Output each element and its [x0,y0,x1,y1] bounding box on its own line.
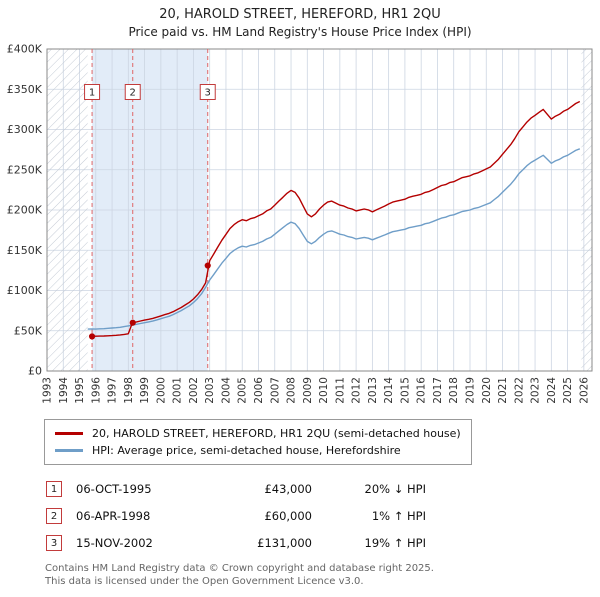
transaction-number: 2 [46,508,62,524]
svg-text:2: 2 [130,88,136,99]
transaction-price: £43,000 [264,482,312,496]
legend-item: HPI: Average price, semi-detached house,… [55,442,461,459]
transaction-row: 3 15-NOV-2002 £131,000 19% ↑ HPI [46,535,600,551]
svg-text:1997: 1997 [107,377,119,404]
chart-legend: 20, HAROLD STREET, HEREFORD, HR1 2QU (se… [44,419,472,465]
svg-text:2016: 2016 [416,377,428,404]
svg-text:2019: 2019 [464,377,476,404]
svg-text:2014: 2014 [383,377,395,404]
svg-text:2024: 2024 [546,377,558,404]
svg-text:2026: 2026 [578,377,590,404]
svg-text:2006: 2006 [253,377,265,404]
svg-text:2002: 2002 [188,377,200,404]
legend-line-swatch [55,432,83,435]
price-history-chart: 1 2 3£0£50K£100K£150K£200K£250K£300K£350K£… [7,43,593,404]
svg-text:2022: 2022 [513,377,525,404]
grid-lines [46,48,592,372]
svg-text:1: 1 [89,88,95,99]
svg-text:2003: 2003 [204,377,216,404]
transaction-row: 1 06-OCT-1995 £43,000 20% ↓ HPI [46,481,600,497]
transaction-number: 3 [46,535,62,551]
svg-text:2023: 2023 [530,377,542,404]
sale-number-boxes: 1 2 3 [84,84,216,100]
chart-page: 20, HAROLD STREET, HEREFORD, HR1 2QU Pri… [0,7,600,588]
svg-text:2012: 2012 [351,377,363,404]
svg-text:£350K: £350K [7,83,43,96]
transaction-price: £60,000 [264,509,312,523]
svg-text:2005: 2005 [237,377,249,404]
svg-text:£400K: £400K [7,43,43,56]
svg-text:2004: 2004 [220,377,232,404]
transaction-number: 1 [46,481,62,497]
transaction-vs-hpi: 19% ↑ HPI [364,536,426,550]
legend-label: 20, HAROLD STREET, HEREFORD, HR1 2QU (se… [92,427,461,440]
sale-date-lines [91,49,209,371]
transaction-vs-hpi: 1% ↑ HPI [371,509,426,523]
svg-text:1996: 1996 [90,377,102,404]
page-subtitle: Price paid vs. HM Land Registry's House … [128,25,472,39]
plot-border [46,48,593,372]
svg-text:2025: 2025 [562,377,574,404]
svg-text:2020: 2020 [481,377,493,404]
svg-text:2013: 2013 [367,377,379,404]
y-axis-labels: £0 £50K £100K £150K £200K £250K £300K £350K £400… [7,43,43,378]
svg-text:2008: 2008 [286,377,298,404]
sale-point [204,262,211,269]
sale-markers [88,262,211,340]
transaction-date: 06-OCT-1995 [76,482,152,496]
svg-text:£300K: £300K [7,123,43,136]
svg-text:2010: 2010 [318,377,330,404]
sale-point [129,319,136,326]
x-axis-labels: 1993 1994 1995 1996 1997 1998 1999 2000 2001 2002… [42,377,591,404]
svg-text:£250K: £250K [7,163,43,176]
hpi-line [87,148,581,330]
transactions-table: 1 06-OCT-1995 £43,000 20% ↓ HPI 2 06-APR-1998… [0,481,600,551]
svg-text:2017: 2017 [432,377,444,404]
sale-point [88,333,96,340]
transaction-row: 2 06-APR-1998 £60,000 1% ↑ HPI [46,508,600,524]
svg-text:1999: 1999 [139,377,151,404]
page-title: 20, HAROLD STREET, HEREFORD, HR1 2QU [159,7,441,22]
svg-text:£50K: £50K [14,324,43,337]
transaction-date: 15-NOV-2002 [76,536,153,550]
svg-text:1995: 1995 [74,377,86,404]
svg-text:£0: £0 [28,365,42,378]
license-footer: Contains HM Land Registry data © Crown c… [45,562,600,588]
svg-text:£100K: £100K [7,284,43,297]
footer-line2: This data is licensed under the Open Gov… [45,576,364,587]
price-paid-line [91,100,581,338]
svg-text:1994: 1994 [58,377,70,404]
transaction-date: 06-APR-1998 [76,509,151,523]
no-data-hatch [47,49,88,371]
svg-text:1993: 1993 [42,377,54,404]
legend-label: HPI: Average price, semi-detached house,… [92,444,401,457]
footer-line1: Contains HM Land Registry data © Crown c… [45,563,434,574]
svg-text:2021: 2021 [497,377,509,404]
svg-text:£200K: £200K [7,204,43,217]
legend-item: 20, HAROLD STREET, HEREFORD, HR1 2QU (se… [55,425,461,442]
svg-text:2000: 2000 [155,377,167,404]
no-data-hatch [581,49,592,371]
svg-text:3: 3 [205,88,211,99]
transaction-price: £131,000 [257,536,312,550]
svg-text:2015: 2015 [399,377,411,404]
svg-text:£150K: £150K [7,244,43,257]
svg-text:2001: 2001 [172,377,184,404]
svg-text:2009: 2009 [302,377,314,404]
transaction-vs-hpi: 20% ↓ HPI [364,482,426,496]
legend-line-swatch [55,449,83,452]
svg-text:2007: 2007 [269,377,281,404]
svg-text:2018: 2018 [448,377,460,404]
svg-text:1998: 1998 [123,377,135,404]
svg-text:2011: 2011 [334,377,346,404]
